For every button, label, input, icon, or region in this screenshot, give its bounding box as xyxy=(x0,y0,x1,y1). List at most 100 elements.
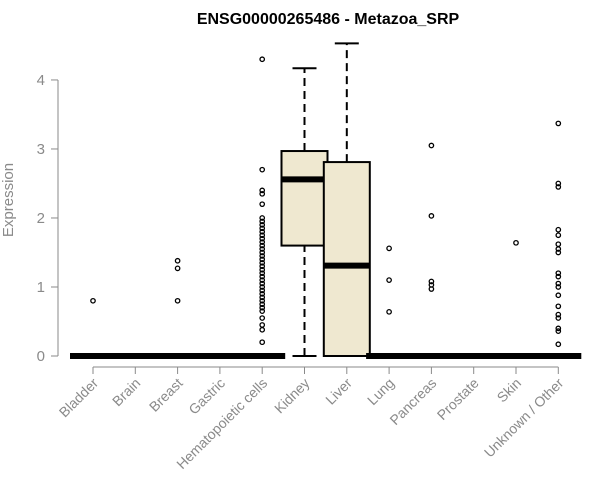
outlier-point xyxy=(259,287,266,294)
x-tick-label: Lung xyxy=(364,375,397,408)
outlier-point xyxy=(555,325,562,332)
x-tick-label: Prostate xyxy=(434,375,482,423)
x-tick-label: Bladder xyxy=(56,375,102,421)
outlier-point xyxy=(428,286,435,292)
y-tick-label: 0 xyxy=(37,348,45,365)
outlier-point xyxy=(259,259,266,266)
outlier-point xyxy=(259,190,266,197)
box-liver xyxy=(322,42,371,357)
outlier-point xyxy=(259,280,266,287)
outlier-point xyxy=(555,284,562,290)
outlier-point xyxy=(259,315,266,321)
outlier-point xyxy=(555,241,562,248)
outlier-point xyxy=(259,273,266,280)
outlier-point xyxy=(259,225,266,232)
outlier-point xyxy=(259,218,266,225)
box-breast xyxy=(154,257,201,359)
box-hematopoietic-cells xyxy=(239,56,286,359)
outlier-point xyxy=(259,266,266,273)
outlier-point xyxy=(90,297,96,304)
outlier-point xyxy=(259,301,266,308)
outlier-point xyxy=(555,120,562,127)
outlier-point xyxy=(555,180,562,187)
outlier-point xyxy=(259,270,266,277)
outlier-point xyxy=(259,246,266,252)
outlier-point xyxy=(555,341,562,348)
box-pancreas xyxy=(408,142,455,359)
outlier-point xyxy=(259,187,266,194)
outlier-point xyxy=(259,253,266,259)
outlier-point xyxy=(428,278,435,285)
outlier-point xyxy=(555,273,562,280)
y-tick-label: 4 xyxy=(37,72,45,89)
outlier-point xyxy=(259,308,266,314)
outlier-point xyxy=(259,222,266,228)
outlier-point xyxy=(259,201,266,208)
outlier-point xyxy=(555,311,562,318)
outlier-point xyxy=(259,304,266,311)
outlier-point xyxy=(428,142,435,149)
outlier-point xyxy=(259,215,266,221)
outlier-point xyxy=(259,294,266,301)
box-series xyxy=(70,42,582,359)
y-axis-label: Expression xyxy=(0,163,17,237)
y-tick-label: 1 xyxy=(37,279,45,296)
outlier-point xyxy=(259,166,266,173)
y-tick-label: 3 xyxy=(37,141,45,158)
outlier-point xyxy=(555,232,562,239)
outlier-point xyxy=(555,246,562,252)
y-tick-label: 2 xyxy=(37,210,45,227)
outlier-point xyxy=(259,291,266,297)
box-body xyxy=(280,150,329,247)
box-unknown-other xyxy=(535,120,582,359)
outlier-point xyxy=(555,270,562,277)
x-tick-label: Skin xyxy=(494,375,525,406)
outlier-point xyxy=(259,322,266,328)
outlier-point xyxy=(259,326,266,333)
chart-title: ENSG00000265486 - Metazoa_SRP xyxy=(197,11,460,28)
x-tick-label: Breast xyxy=(146,375,186,415)
box-kidney xyxy=(280,67,329,357)
outlier-point xyxy=(555,315,562,321)
x-tick-label: Kidney xyxy=(271,375,313,417)
outlier-point xyxy=(555,249,562,256)
x-tick-label: Brain xyxy=(109,375,143,409)
outlier-point xyxy=(386,277,392,283)
box-bladder xyxy=(70,297,116,359)
outlier-point xyxy=(259,284,266,290)
outlier-point xyxy=(259,56,266,63)
outlier-point xyxy=(174,265,181,272)
outlier-point xyxy=(259,339,266,346)
box-body xyxy=(322,161,371,357)
outlier-point xyxy=(428,213,435,219)
outlier-point xyxy=(555,292,562,299)
outlier-point xyxy=(555,280,562,287)
outlier-point xyxy=(386,308,392,315)
outlier-point xyxy=(259,263,266,270)
x-tick-label: Pancreas xyxy=(386,375,439,428)
outlier-point xyxy=(555,184,562,190)
outlier-point xyxy=(259,277,266,283)
outlier-point xyxy=(174,257,181,264)
outlier-point xyxy=(259,256,266,263)
outlier-point xyxy=(259,297,266,304)
outlier-point xyxy=(555,226,562,233)
y-axis: 0 1 2 3 4 xyxy=(37,72,59,365)
outlier-point xyxy=(555,303,562,310)
x-tick-label: Liver xyxy=(322,375,355,408)
outlier-point xyxy=(259,235,266,242)
outlier-point xyxy=(259,242,266,249)
box-lung xyxy=(366,245,413,359)
box-skin xyxy=(493,239,539,359)
outlier-point xyxy=(555,328,562,335)
outlier-point xyxy=(259,232,266,239)
outlier-point xyxy=(513,239,519,246)
outlier-point xyxy=(259,239,266,245)
x-tick-label: Unknown / Other xyxy=(481,375,567,461)
outlier-point xyxy=(386,245,392,252)
outlier-point xyxy=(174,297,181,304)
outlier-point xyxy=(259,249,266,256)
outlier-point xyxy=(259,228,266,235)
